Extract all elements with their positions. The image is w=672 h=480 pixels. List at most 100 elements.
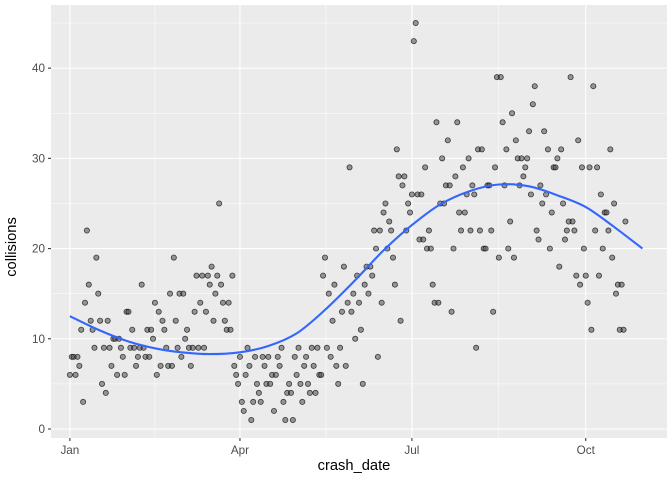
data-point xyxy=(527,191,534,198)
data-point xyxy=(505,245,512,252)
data-point xyxy=(361,281,368,288)
data-point xyxy=(552,164,559,171)
data-point xyxy=(272,371,279,378)
data-point xyxy=(146,353,153,360)
data-point xyxy=(369,272,376,279)
data-point xyxy=(380,209,387,216)
data-point xyxy=(429,281,436,288)
y-axis: 0 10 20 30 40 xyxy=(32,62,51,436)
data-point xyxy=(435,299,442,306)
data-point xyxy=(301,362,308,369)
y-axis-title: collisions xyxy=(4,217,20,277)
data-point xyxy=(518,155,525,162)
data-point xyxy=(168,362,175,369)
data-point xyxy=(74,353,81,360)
data-point xyxy=(327,353,334,360)
data-point xyxy=(580,245,587,252)
y-tick-label: 40 xyxy=(32,62,46,75)
data-point xyxy=(159,317,166,324)
data-point xyxy=(340,263,347,270)
x-tick-label: Jul xyxy=(404,444,419,457)
data-point xyxy=(257,398,264,405)
data-point xyxy=(83,227,90,234)
data-point xyxy=(605,227,612,234)
data-point xyxy=(531,83,538,90)
data-point xyxy=(259,353,266,360)
data-point xyxy=(199,272,206,279)
data-point xyxy=(522,164,529,171)
data-point xyxy=(299,398,306,405)
data-point xyxy=(397,317,404,324)
data-point xyxy=(450,245,457,252)
data-point xyxy=(459,164,466,171)
data-point xyxy=(216,200,223,207)
data-point xyxy=(590,83,597,90)
data-point xyxy=(66,371,73,378)
data-point xyxy=(439,155,446,162)
data-point xyxy=(595,272,602,279)
data-point xyxy=(563,227,570,234)
data-point xyxy=(85,281,92,288)
data-point xyxy=(106,344,113,351)
data-point xyxy=(337,344,344,351)
data-point xyxy=(180,290,187,297)
data-point xyxy=(469,182,476,189)
data-point xyxy=(584,299,591,306)
data-point xyxy=(80,398,87,405)
data-point xyxy=(231,362,238,369)
data-point xyxy=(108,362,115,369)
data-point xyxy=(306,389,313,396)
data-point xyxy=(197,299,204,306)
data-point xyxy=(229,272,236,279)
data-point xyxy=(129,326,136,333)
data-point xyxy=(456,209,463,216)
data-point xyxy=(454,119,461,126)
data-point xyxy=(529,101,536,108)
data-point xyxy=(167,290,174,297)
data-point xyxy=(510,254,517,261)
data-point xyxy=(276,362,283,369)
data-point xyxy=(191,308,198,315)
data-point xyxy=(539,200,546,207)
data-point xyxy=(395,173,402,180)
data-point xyxy=(201,344,208,351)
data-point xyxy=(359,380,366,387)
data-point xyxy=(407,209,414,216)
data-point xyxy=(405,200,412,207)
data-point xyxy=(78,326,85,333)
data-point xyxy=(478,146,485,153)
data-point xyxy=(182,335,189,342)
data-point xyxy=(388,227,395,234)
data-point xyxy=(318,371,325,378)
data-point xyxy=(533,227,540,234)
data-point xyxy=(91,344,98,351)
data-point xyxy=(335,380,342,387)
data-point xyxy=(184,326,191,333)
data-point xyxy=(497,74,504,81)
data-point xyxy=(357,326,364,333)
data-point xyxy=(267,380,274,387)
data-point xyxy=(148,326,155,333)
data-point xyxy=(427,245,434,252)
data-point xyxy=(348,308,355,315)
data-point xyxy=(308,344,315,351)
data-point xyxy=(599,245,606,252)
data-point xyxy=(546,245,553,252)
data-point xyxy=(512,137,519,144)
data-point xyxy=(255,389,262,396)
data-point xyxy=(376,227,383,234)
data-point xyxy=(408,191,415,198)
data-point xyxy=(393,146,400,153)
data-point xyxy=(286,380,293,387)
data-point xyxy=(582,272,589,279)
data-point xyxy=(114,371,121,378)
data-point xyxy=(295,344,302,351)
data-point xyxy=(499,119,506,126)
data-point xyxy=(72,371,79,378)
data-point xyxy=(274,353,281,360)
x-tick-label: Oct xyxy=(577,444,596,457)
data-point xyxy=(93,254,100,261)
data-point xyxy=(178,353,185,360)
data-point xyxy=(278,344,285,351)
data-point xyxy=(265,353,272,360)
